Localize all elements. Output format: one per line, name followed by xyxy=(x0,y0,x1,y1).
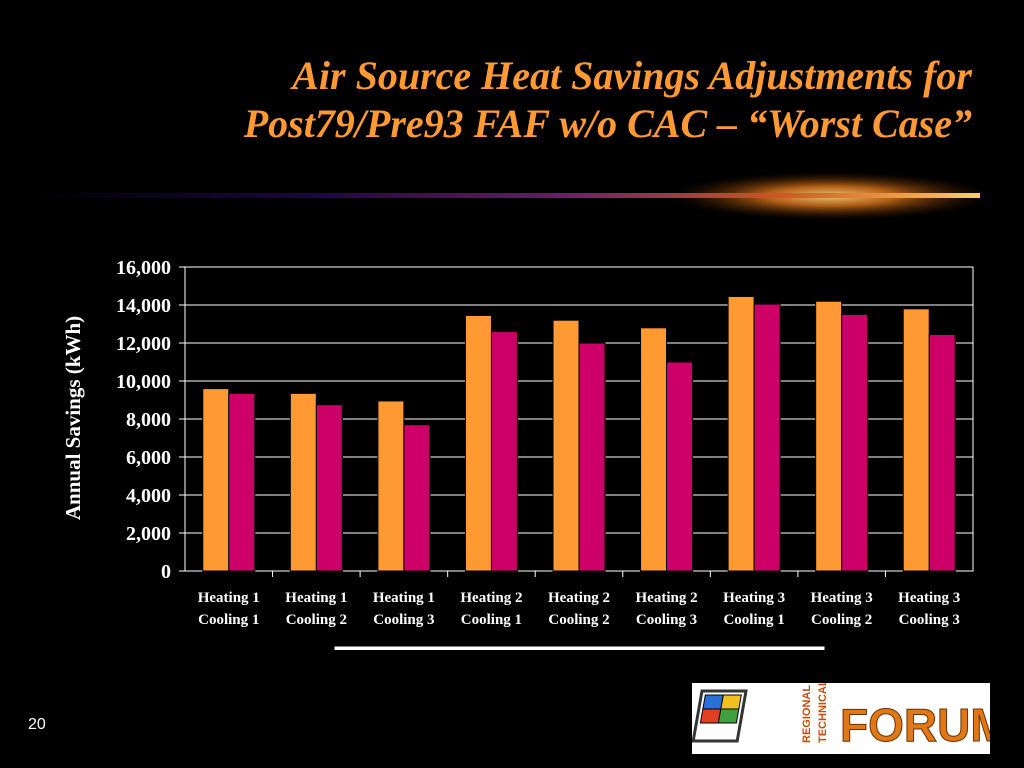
x-tick-label: Heating 2 xyxy=(636,590,698,606)
y-tick-label: 8,000 xyxy=(126,409,171,431)
y-tick-label: 10,000 xyxy=(116,371,171,393)
logo-main-text: FORUM xyxy=(840,699,990,751)
bar-revised xyxy=(928,333,956,572)
bar-chart: Annual Savings (kWh) 0 2,000 4,000 6,000 8,0… xyxy=(61,257,974,650)
x-tick-label: Heating 1 xyxy=(373,590,435,606)
y-tick-label: 14,000 xyxy=(116,295,171,317)
y-tick-label: 2,000 xyxy=(126,523,171,545)
x-tick-label: Cooling 1 xyxy=(198,612,259,628)
x-tick-label: Heating 3 xyxy=(723,590,785,606)
bar-current xyxy=(289,392,317,572)
slide-title-line-2: Post79/Pre93 FAF w/o CAC – “Worst Case” xyxy=(243,101,972,146)
bar-current xyxy=(815,300,843,572)
bar-revised xyxy=(753,303,781,572)
x-tick-label: Cooling 2 xyxy=(548,612,609,628)
forum-logo: REGIONAL TECHNICAL FORUM xyxy=(692,683,990,754)
y-tick-label: 6,000 xyxy=(126,447,171,469)
x-tick-label: Heating 2 xyxy=(548,590,610,606)
legend: Current with PTCSRevised with PTCS xyxy=(333,645,826,650)
bar-current xyxy=(640,327,668,572)
x-tick-label: Heating 3 xyxy=(811,590,873,606)
bar-revised xyxy=(228,392,256,572)
x-tick-label: Heating 2 xyxy=(460,590,522,606)
y-tick-labels: 0 2,000 4,000 6,000 8,000 10,000 12,000 14,000 1… xyxy=(116,257,171,583)
x-tick-label: Heating 3 xyxy=(898,590,960,606)
legend-box xyxy=(333,645,826,650)
x-tick-label: Heating 1 xyxy=(198,590,260,606)
y-tick-label: 4,000 xyxy=(126,485,171,507)
bar-current xyxy=(552,319,580,572)
bar-current xyxy=(464,314,492,572)
x-tick-labels: Heating 1 Cooling 1 Heating 1 Cooling 2 Heat… xyxy=(198,571,960,628)
bar-revised xyxy=(315,404,343,572)
x-tick-label: Cooling 2 xyxy=(811,612,872,628)
bar-current xyxy=(902,308,930,572)
bar-revised xyxy=(490,331,518,572)
bar-current xyxy=(377,400,405,572)
x-tick-label: Cooling 1 xyxy=(461,612,522,628)
bar-current xyxy=(202,388,230,572)
bars xyxy=(202,295,956,572)
y-tick-label: 0 xyxy=(161,561,171,583)
title-divider xyxy=(30,172,990,220)
x-tick-label: Cooling 2 xyxy=(286,612,347,628)
x-tick-label: Cooling 3 xyxy=(373,612,434,628)
bar-revised xyxy=(578,342,606,572)
bar-revised xyxy=(666,361,694,572)
y-axis-label: Annual Savings (kWh) xyxy=(61,316,85,520)
slide-title-line-1: Air Source Heat Savings Adjustments for xyxy=(292,53,972,98)
x-tick-label: Cooling 1 xyxy=(723,612,784,628)
bar-revised xyxy=(841,314,869,572)
x-tick-label: Cooling 3 xyxy=(899,612,960,628)
bar-current xyxy=(727,295,755,572)
y-tick-label: 12,000 xyxy=(116,333,171,355)
slide-title: Air Source Heat Savings Adjustments for … xyxy=(60,52,972,148)
slide-number: 20 xyxy=(28,716,46,733)
y-tick-label: 16,000 xyxy=(116,257,171,279)
logo-side-text: REGIONAL xyxy=(801,685,813,743)
x-tick-label: Cooling 3 xyxy=(636,612,697,628)
svg-text:TECHNICAL: TECHNICAL xyxy=(817,683,829,743)
x-tick-label: Heating 1 xyxy=(285,590,347,606)
bar-revised xyxy=(403,424,431,572)
